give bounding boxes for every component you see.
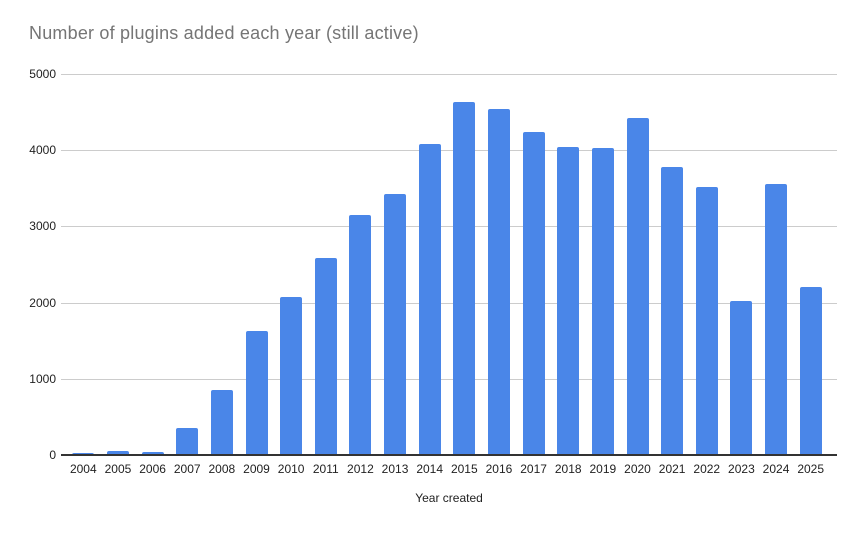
x-tick-label-2012: 2012 xyxy=(347,462,374,476)
x-tick-label-2025: 2025 xyxy=(797,462,825,476)
bar-2022[interactable] xyxy=(695,186,718,455)
x-tick-label-2013: 2013 xyxy=(381,462,409,476)
x-axis-title: Year created xyxy=(415,491,483,505)
x-tick-label-2009: 2009 xyxy=(243,462,270,476)
bar-2005[interactable] xyxy=(106,450,129,455)
bar-2010[interactable] xyxy=(280,296,303,455)
bar-2024[interactable] xyxy=(765,184,788,455)
x-tick-label-2021: 2021 xyxy=(658,462,686,476)
bar-2014[interactable] xyxy=(418,144,441,455)
y-tick-label-3000: 3000 xyxy=(29,219,56,234)
x-tick-label-2011: 2011 xyxy=(312,462,339,476)
bar-2018[interactable] xyxy=(557,146,580,455)
x-tick-label-2008: 2008 xyxy=(208,462,236,476)
gridline-y-1000 xyxy=(61,378,837,380)
bar-2006[interactable] xyxy=(141,451,164,455)
gridline-y-5000 xyxy=(61,74,837,75)
bar-2017[interactable] xyxy=(522,131,545,455)
x-tick-label-2018: 2018 xyxy=(554,462,582,476)
x-tick-label-2015: 2015 xyxy=(450,462,478,476)
bar-2019[interactable] xyxy=(591,147,614,455)
x-tick-label-2010: 2010 xyxy=(277,462,305,476)
chart-title: Number of plugins added each year (still… xyxy=(29,23,419,43)
x-tick-label-2022: 2022 xyxy=(693,462,721,476)
y-tick-label-5000: 5000 xyxy=(29,67,56,81)
bar-2011[interactable] xyxy=(314,257,337,455)
bar-2013[interactable] xyxy=(384,194,407,455)
x-tick-label-2016: 2016 xyxy=(485,462,513,476)
bar-2009[interactable] xyxy=(245,330,268,455)
x-tick-label-2024: 2024 xyxy=(762,462,790,476)
y-tick-label-0: 0 xyxy=(49,448,56,462)
bar-2025[interactable] xyxy=(799,286,822,455)
bar-2023[interactable] xyxy=(730,301,753,455)
y-tick-label-1000: 1000 xyxy=(29,371,56,386)
y-tick-label-2000: 2000 xyxy=(29,295,56,310)
bar-2016[interactable] xyxy=(487,108,510,455)
x-tick-label-2005: 2005 xyxy=(104,462,132,476)
x-axis-line xyxy=(61,454,837,456)
x-tick-label-2007: 2007 xyxy=(173,462,201,476)
bar-2021[interactable] xyxy=(661,166,684,455)
x-tick-label-2017: 2017 xyxy=(520,462,547,476)
x-tick-label-2020: 2020 xyxy=(624,462,651,476)
gridline-y-4000 xyxy=(61,150,837,152)
bar-2015[interactable] xyxy=(453,102,476,455)
x-tick-label-2019: 2019 xyxy=(589,462,617,476)
bar-2007[interactable] xyxy=(176,428,199,455)
bar-2012[interactable] xyxy=(349,214,372,455)
x-tick-label-2006: 2006 xyxy=(139,462,166,476)
gridline-y-2000 xyxy=(61,302,837,304)
x-tick-label-2014: 2014 xyxy=(416,462,444,476)
gridline-y-3000 xyxy=(61,226,837,228)
y-tick-label-4000: 4000 xyxy=(29,143,56,158)
bar-2020[interactable] xyxy=(626,118,649,455)
bar-2008[interactable] xyxy=(210,390,233,455)
x-tick-label-2023: 2023 xyxy=(728,462,755,476)
x-tick-label-2004: 2004 xyxy=(69,462,97,476)
